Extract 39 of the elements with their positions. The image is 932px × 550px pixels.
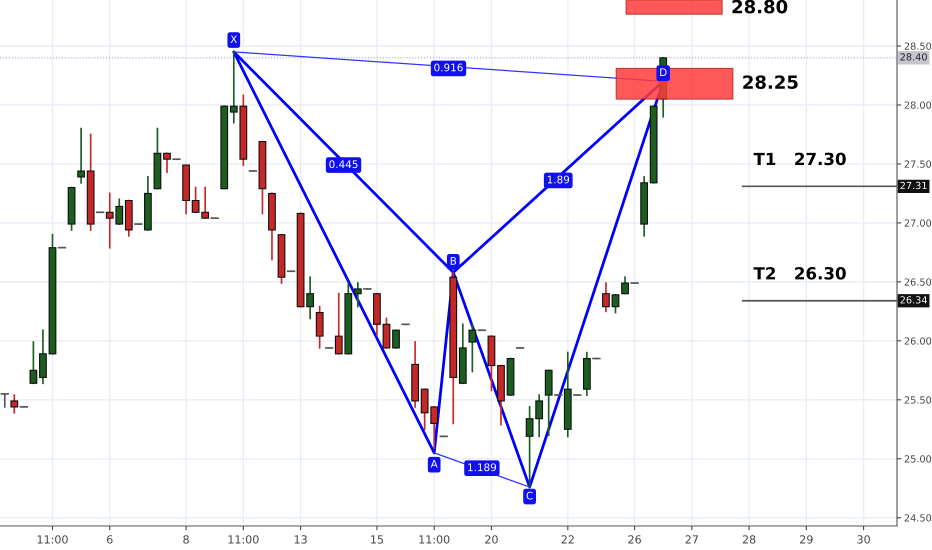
x-tick-label: 8	[183, 535, 189, 544]
x-tick-label: 29	[800, 535, 813, 544]
annotation: B	[450, 257, 456, 265]
x-tick-label: 28	[742, 535, 756, 544]
band-label: 28.25	[743, 75, 798, 89]
band-label: 28.80	[732, 0, 788, 14]
x-tick-label: 15	[371, 535, 384, 544]
x-tick-label: 20	[485, 535, 498, 544]
y-tick-label: 25.50	[904, 396, 932, 404]
annotation: 0.916	[434, 64, 463, 72]
y-tick-label: 26.50	[904, 278, 932, 286]
x-tick-label: 11:00	[419, 535, 450, 544]
ref-line-label: 28.40	[900, 53, 927, 61]
annotation: X	[230, 35, 238, 43]
annotation: A	[430, 460, 438, 468]
y-tick-label: 28.00	[904, 101, 932, 109]
y-tick-label: 28.50	[904, 42, 932, 50]
ref-line-label: 26.34	[900, 296, 927, 304]
ref-line-label: 27.31	[900, 182, 927, 190]
x-tick-label: 6	[106, 535, 113, 544]
x-tick-label: 26	[628, 535, 641, 544]
x-tick-label: 11:00	[38, 535, 68, 544]
x-tick-label: 27	[686, 535, 698, 544]
annotation: T2 26.30	[754, 267, 846, 280]
annotation: T1 27.30	[754, 152, 846, 166]
x-tick-label: 22	[562, 535, 574, 544]
y-tick-label: 25.00	[904, 455, 932, 463]
annotation: C	[526, 492, 533, 500]
y-tick-label: 27.50	[904, 160, 932, 168]
annotation: 1.89	[548, 176, 570, 184]
annotation: D	[660, 68, 667, 76]
annotation: 0.445	[329, 160, 358, 168]
y-tick-label: 24.50	[904, 514, 932, 522]
x-tick-label: 30	[857, 535, 870, 544]
y-tick-label: 26.00	[904, 337, 932, 345]
y-tick-label: 27.00	[904, 219, 932, 227]
annotation: 1.189	[468, 463, 496, 472]
x-tick-label: 11:00	[228, 535, 259, 544]
x-tick-label: 13	[294, 535, 307, 544]
